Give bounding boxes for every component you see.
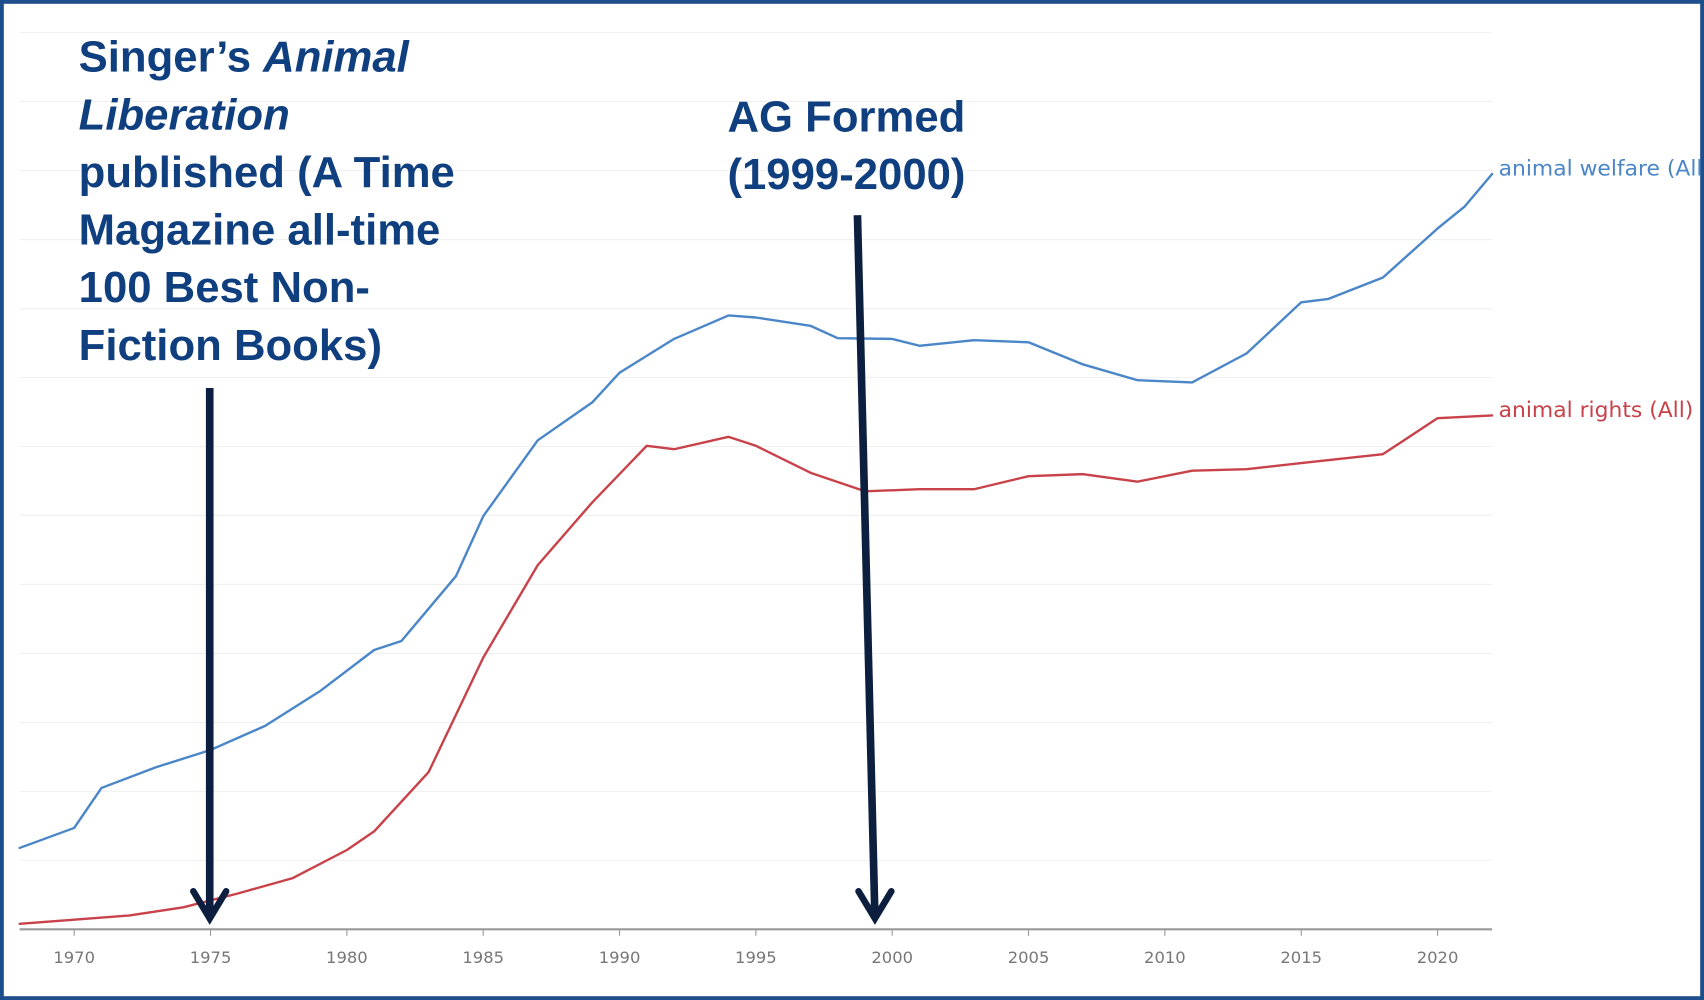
annotations: Singer’s Animal Liberation published (A Ti… bbox=[79, 33, 965, 925]
grid bbox=[19, 32, 1493, 930]
annotation-text: Liberation bbox=[79, 91, 290, 139]
annotation-line: (1999-2000) bbox=[727, 151, 965, 199]
annotation-line: 100 Best Non- bbox=[79, 264, 370, 312]
arrow-head bbox=[190, 888, 230, 925]
x-tick-label: 2015 bbox=[1280, 948, 1322, 967]
x-tick-label: 1995 bbox=[735, 948, 777, 967]
annotation-text: AG Formed bbox=[727, 93, 965, 141]
series-label: animal welfare (All) bbox=[1499, 157, 1704, 182]
series-line bbox=[18, 414, 1494, 925]
x-tick-label: 2005 bbox=[1008, 948, 1050, 967]
x-axis: 1970 1975 1980 1985 1990 1995 2000 2005 2010 2015… bbox=[19, 928, 1493, 967]
x-tick-label: 1990 bbox=[599, 948, 641, 967]
annotation-text: published (A Time bbox=[79, 149, 455, 197]
annotation-text: Magazine all-time bbox=[79, 206, 441, 254]
annotation-text: (1999-2000) bbox=[727, 151, 965, 199]
annotation-text: Singer’s bbox=[79, 33, 264, 81]
x-tick-label: 2010 bbox=[1144, 948, 1186, 967]
x-tick-label: 2020 bbox=[1417, 948, 1459, 967]
annotation-line: Liberation bbox=[79, 91, 290, 139]
x-tick-label: 1985 bbox=[462, 948, 504, 967]
annotation-text: Animal bbox=[262, 33, 410, 81]
annotation-line: Fiction Books) bbox=[79, 321, 382, 369]
annotation-line: Singer’s Animal bbox=[79, 33, 410, 81]
annotation-line: Magazine all-time bbox=[79, 206, 441, 254]
series-label: animal rights (All) bbox=[1499, 398, 1694, 423]
annotation-line: published (A Time bbox=[79, 149, 455, 197]
annotation-text: 100 Best Non- bbox=[79, 264, 370, 312]
x-tick-label: 1980 bbox=[326, 948, 368, 967]
arrow-head bbox=[855, 888, 895, 925]
annotation-text: Fiction Books) bbox=[79, 321, 382, 369]
x-tick-label: 1975 bbox=[190, 948, 232, 967]
x-tick-label: 2000 bbox=[871, 948, 913, 967]
arrow-shaft bbox=[853, 215, 879, 919]
series-line bbox=[18, 172, 1494, 850]
x-tick-label: 1970 bbox=[53, 948, 95, 967]
lines: animal welfare (All) animal rights (All) bbox=[18, 157, 1704, 925]
annotation-line: AG Formed bbox=[727, 93, 965, 141]
